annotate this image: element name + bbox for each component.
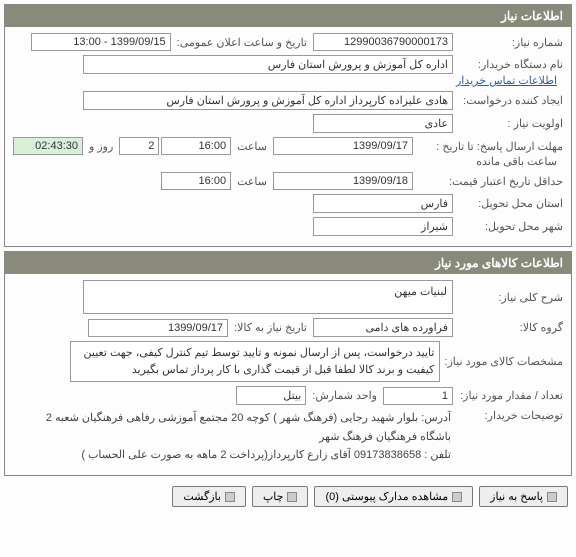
row-creator: ایجاد کننده درخواست: هادی علیزاده کارپرد… (13, 91, 563, 110)
notes-line-2: باشگاه فرهنگیان فرهنگ شهر (46, 428, 451, 447)
attachments-icon (452, 492, 462, 502)
reply-icon (547, 492, 557, 502)
deadline-date-field: 1399/09/17 (273, 137, 413, 155)
row-qty: تعداد / مقدار مورد نیاز: 1 واحد شمارش: ب… (13, 386, 563, 405)
province-label: استان محل تحویل: (453, 197, 563, 210)
public-time-label: تاریخ و ساعت اعلان عمومی: (171, 36, 313, 49)
buyer-contact-link[interactable]: اطلاعات تماس خریدار (456, 75, 557, 87)
row-deadline: مهلت ارسال پاسخ: تا تاریخ : 1399/09/17 س… (13, 137, 563, 168)
row-spec: مشخصات کالای مورد نیاز: تایید درخواست، پ… (13, 341, 563, 382)
priority-label: اولویت نیاز : (453, 117, 563, 130)
notes-label: توضیحات خریدار: (453, 409, 563, 422)
desc-field: لبنیات میهن (83, 280, 453, 314)
need-info-panel: اطلاعات نیاز شماره نیاز: 129900367900001… (4, 4, 572, 247)
group-label: گروه کالا: (453, 321, 563, 334)
creator-label: ایجاد کننده درخواست: (453, 94, 563, 107)
attachments-button-label: مشاهده مدارک پیوستی (0) (325, 490, 448, 503)
notes-line-3: تلفن : 09173838658 آقای زارع کارپرداز(پر… (46, 446, 451, 465)
goods-date-field: 1399/09/17 (88, 319, 228, 337)
deadline-time-field: 16:00 (161, 137, 231, 155)
deadline-label: مهلت ارسال پاسخ: تا تاریخ : (413, 140, 563, 153)
print-icon (287, 492, 297, 502)
row-buyer: نام دستگاه خریدار: اداره کل آموزش و پرور… (13, 55, 563, 87)
validity-time-field: 16:00 (161, 172, 231, 190)
goods-info-header: اطلاعات کالاهای مورد نیاز (5, 252, 571, 274)
row-validity: حداقل تاریخ اعتبار قیمت: 1399/09/18 ساعت… (13, 172, 563, 190)
row-priority: اولویت نیاز : عادی (13, 114, 563, 133)
request-no-field: 12990036790000173 (313, 33, 453, 51)
need-info-header: اطلاعات نیاز (5, 5, 571, 27)
public-time-field: 1399/09/15 - 13:00 (31, 33, 171, 51)
deadline-time-label: ساعت (231, 140, 273, 153)
time-remain-field: 02:43:30 (13, 137, 83, 155)
validity-date-field: 1399/09/18 (273, 172, 413, 190)
reply-button[interactable]: پاسخ به نیاز (479, 486, 568, 507)
row-province: استان محل تحویل: فارس (13, 194, 563, 213)
back-button[interactable]: بازگشت (172, 486, 246, 507)
action-buttons-row: پاسخ به نیاز مشاهده مدارک پیوستی (0) چاپ… (0, 480, 576, 513)
row-desc: شرح کلی نیاز: لبنیات میهن (13, 280, 563, 314)
validity-time-label: ساعت (231, 175, 273, 188)
spec-field: تایید درخواست، پس از ارسال نمونه و تایید… (70, 341, 440, 382)
buyer-label: نام دستگاه خریدار: (453, 58, 563, 71)
notes-line-1: آدرس: بلوار شهید رجایی (فرهنگ شهر ) کوچه… (46, 409, 451, 428)
notes-content: آدرس: بلوار شهید رجایی (فرهنگ شهر ) کوچه… (46, 409, 453, 465)
print-button-label: چاپ (263, 490, 284, 503)
province-field: فارس (313, 194, 453, 213)
deadline-to-label: تا تاریخ : (436, 141, 473, 153)
goods-date-label: تاریخ نیاز به کالا: (228, 321, 313, 334)
buyer-field: اداره کل آموزش و پرورش استان فارس (83, 55, 453, 74)
deadline-main-label: مهلت ارسال پاسخ: (477, 141, 563, 153)
validity-label: حداقل تاریخ اعتبار قیمت: (413, 175, 563, 188)
row-city: شهر محل تحویل: شیراز (13, 217, 563, 236)
qty-field: 1 (383, 387, 453, 405)
priority-field: عادی (313, 114, 453, 133)
goods-info-body: شرح کلی نیاز: لبنیات میهن گروه کالا: فرا… (5, 274, 571, 475)
spec-label: مشخصات کالای مورد نیاز: (440, 355, 563, 368)
row-notes: توضیحات خریدار: آدرس: بلوار شهید رجایی (… (13, 409, 563, 465)
print-button[interactable]: چاپ (252, 486, 309, 507)
days-remain-field: 2 (119, 137, 159, 155)
back-button-label: بازگشت (183, 490, 221, 503)
city-field: شیراز (313, 217, 453, 236)
creator-field: هادی علیزاده کارپرداز اداره کل آموزش و پ… (83, 91, 453, 110)
row-request-no: شماره نیاز: 12990036790000173 تاریخ و سا… (13, 33, 563, 51)
goods-info-panel: اطلاعات کالاهای مورد نیاز شرح کلی نیاز: … (4, 251, 572, 476)
back-icon (225, 492, 235, 502)
row-group: گروه کالا: فراورده های دامی تاریخ نیاز ب… (13, 318, 563, 337)
qty-label: تعداد / مقدار مورد نیاز: (453, 389, 563, 402)
city-label: شهر محل تحویل: (453, 220, 563, 233)
unit-label: واحد شمارش: (306, 389, 383, 402)
unit-field: بیتل (236, 386, 306, 405)
attachments-button[interactable]: مشاهده مدارک پیوستی (0) (314, 486, 473, 507)
need-info-body: شماره نیاز: 12990036790000173 تاریخ و سا… (5, 27, 571, 246)
desc-label: شرح کلی نیاز: (453, 291, 563, 304)
request-no-label: شماره نیاز: (453, 36, 563, 49)
reply-button-label: پاسخ به نیاز (490, 490, 543, 503)
days-remain-label: روز و (83, 140, 119, 153)
contact-link-wrap: اطلاعات تماس خریدار (450, 74, 563, 87)
time-remain-label: ساعت باقی مانده (470, 155, 563, 168)
group-field: فراورده های دامی (313, 318, 453, 337)
